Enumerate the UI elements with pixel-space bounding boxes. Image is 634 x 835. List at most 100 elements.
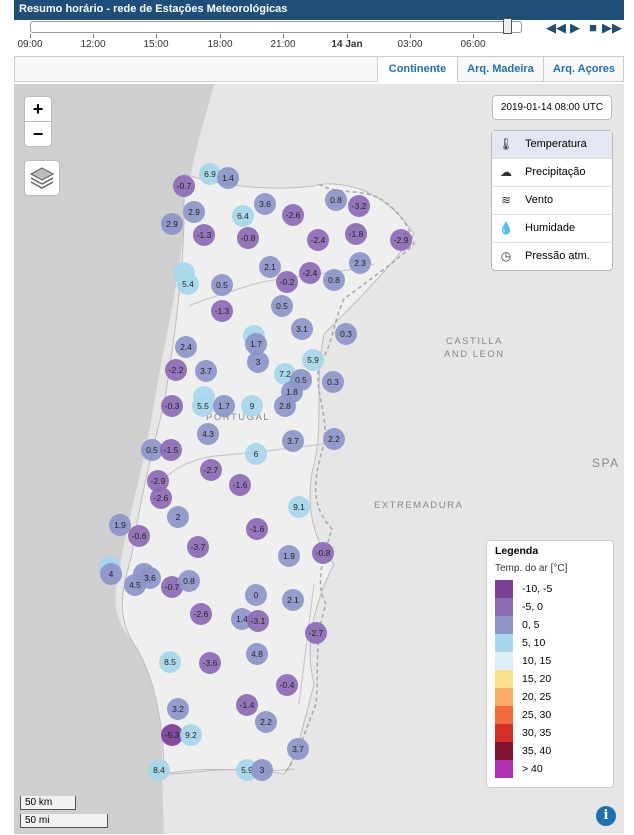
legend-swatch <box>495 760 513 778</box>
station-marker[interactable]: -3.7 <box>187 536 209 558</box>
station-marker[interactable]: 2.1 <box>282 589 304 611</box>
station-marker[interactable]: -2.9 <box>147 470 169 492</box>
timeline-handle[interactable] <box>503 18 513 34</box>
layers-icon <box>29 167 55 189</box>
station-marker[interactable]: -0.7 <box>161 576 183 598</box>
station-marker[interactable]: 0.8 <box>323 269 345 291</box>
station-marker[interactable]: 5.4 <box>177 273 199 295</box>
info-button[interactable]: i <box>596 806 616 826</box>
station-marker[interactable]: -0.2 <box>276 271 298 293</box>
station-marker[interactable]: 9 <box>241 395 263 417</box>
station-marker[interactable]: -0.7 <box>173 175 195 197</box>
station-marker[interactable]: 6.4 <box>232 205 254 227</box>
station-marker[interactable]: 0.3 <box>335 323 357 345</box>
station-marker[interactable]: 2.1 <box>259 256 281 278</box>
station-marker[interactable]: 8.5 <box>159 651 181 673</box>
station-marker[interactable]: 4 <box>100 563 122 585</box>
station-marker[interactable]: 3 <box>247 351 269 373</box>
station-marker[interactable]: 1.7 <box>213 395 235 417</box>
station-marker[interactable]: 3.7 <box>282 430 304 452</box>
station-marker[interactable]: 2.3 <box>349 252 371 274</box>
tab-arq-madeira[interactable]: Arq. Madeira <box>457 57 543 82</box>
station-marker[interactable]: -2.9 <box>390 229 412 251</box>
station-marker[interactable]: -0.3 <box>161 395 183 417</box>
zoom-in-button[interactable]: + <box>24 96 52 122</box>
tab-arq-acores[interactable]: Arq. Açores <box>543 57 624 82</box>
tab-continente[interactable]: Continente <box>377 57 457 82</box>
station-marker[interactable]: 3.1 <box>291 318 313 340</box>
variable-vento[interactable]: ≋ Vento <box>492 187 612 215</box>
station-marker[interactable]: -3.1 <box>247 610 269 632</box>
play-icon[interactable]: ▶ <box>570 20 580 35</box>
station-marker[interactable]: 6 <box>245 443 267 465</box>
station-marker[interactable]: -0.6 <box>128 525 150 547</box>
skip-forward-icon[interactable]: ▶▶ <box>602 20 622 35</box>
map-view[interactable]: + − PORTUGAL CASTILLA AND LEON EXTREMADU… <box>14 84 624 834</box>
station-marker[interactable]: 8.4 <box>148 759 170 781</box>
station-marker[interactable]: -5.3 <box>161 724 183 746</box>
station-marker[interactable]: 4.8 <box>246 643 268 665</box>
variable-precipitacao[interactable]: ☁ Precipitação <box>492 159 612 187</box>
station-marker[interactable]: 2.2 <box>323 428 345 450</box>
station-marker[interactable]: -1.5 <box>160 439 182 461</box>
station-marker[interactable]: 0.5 <box>211 274 233 296</box>
station-marker[interactable]: 2 <box>167 506 189 528</box>
variable-humidade[interactable]: 💧 Humidade <box>492 215 612 243</box>
station-marker[interactable]: -0.4 <box>276 674 298 696</box>
station-marker[interactable]: -3.2 <box>348 195 370 217</box>
station-marker[interactable]: 1.7 <box>245 333 267 355</box>
station-marker[interactable]: 3 <box>251 759 273 781</box>
station-marker[interactable]: -1.6 <box>229 474 251 496</box>
station-marker[interactable]: -3.6 <box>199 652 221 674</box>
station-marker[interactable]: 0.8 <box>325 189 347 211</box>
variable-temperatura[interactable]: 🌡 Temperatura <box>492 131 612 159</box>
station-marker[interactable]: -1.3 <box>193 224 215 246</box>
station-marker[interactable]: 5.5 <box>192 395 214 417</box>
station-marker[interactable]: 2.9 <box>183 201 205 223</box>
stop-icon[interactable]: ■ <box>589 20 597 35</box>
station-marker[interactable]: 2.4 <box>175 336 197 358</box>
timeline-track[interactable] <box>30 21 522 33</box>
station-marker[interactable]: 9.2 <box>180 724 202 746</box>
station-marker[interactable]: -1.3 <box>211 300 233 322</box>
zoom-out-button[interactable]: − <box>24 121 52 147</box>
basemap <box>14 84 415 834</box>
legend-item: 10, 15 <box>495 652 610 670</box>
station-marker[interactable]: -2.4 <box>307 229 329 251</box>
layers-button[interactable] <box>24 160 60 196</box>
station-marker[interactable]: 6.9 <box>199 163 221 185</box>
station-marker[interactable]: 1.9 <box>109 514 131 536</box>
variable-pressao[interactable]: ◷ Pressão atm. <box>492 243 612 270</box>
station-marker[interactable]: -2.4 <box>299 262 321 284</box>
station-marker[interactable]: -2.6 <box>150 487 172 509</box>
station-marker[interactable]: 4.5 <box>124 574 146 596</box>
station-marker[interactable]: -1.4 <box>236 694 258 716</box>
station-marker[interactable]: -1.6 <box>246 518 268 540</box>
station-marker[interactable]: 3.6 <box>254 193 276 215</box>
station-marker[interactable]: -2.7 <box>305 622 327 644</box>
station-marker[interactable]: 3.2 <box>167 698 189 720</box>
station-marker[interactable]: 3.7 <box>287 738 309 760</box>
station-marker[interactable]: 2.8 <box>274 395 296 417</box>
station-marker[interactable]: 0 <box>245 584 267 606</box>
station-marker[interactable]: -2.7 <box>200 459 222 481</box>
station-marker[interactable]: 2.9 <box>161 213 183 235</box>
station-marker[interactable]: 0.5 <box>141 439 163 461</box>
station-marker[interactable]: 1.9 <box>278 545 300 567</box>
station-marker[interactable]: -0.8 <box>312 542 334 564</box>
station-marker[interactable]: 3.7 <box>195 360 217 382</box>
station-marker[interactable]: 0.3 <box>322 371 344 393</box>
station-marker[interactable]: 0.5 <box>271 295 293 317</box>
skip-back-icon[interactable]: ◀◀ <box>546 20 566 35</box>
station-marker[interactable]: 2.2 <box>255 711 277 733</box>
station-marker[interactable]: -2.6 <box>190 603 212 625</box>
station-marker[interactable]: 4.3 <box>197 423 219 445</box>
station-marker[interactable]: 9.1 <box>288 496 310 518</box>
station-marker[interactable]: 5.9 <box>302 349 324 371</box>
station-marker[interactable]: -2.6 <box>282 204 304 226</box>
station-marker[interactable]: 0.8 <box>178 570 200 592</box>
station-marker[interactable]: -0.8 <box>237 227 259 249</box>
station-marker[interactable]: -1.8 <box>345 223 367 245</box>
station-marker[interactable]: 1.4 <box>217 167 239 189</box>
station-marker[interactable]: -2.2 <box>165 359 187 381</box>
